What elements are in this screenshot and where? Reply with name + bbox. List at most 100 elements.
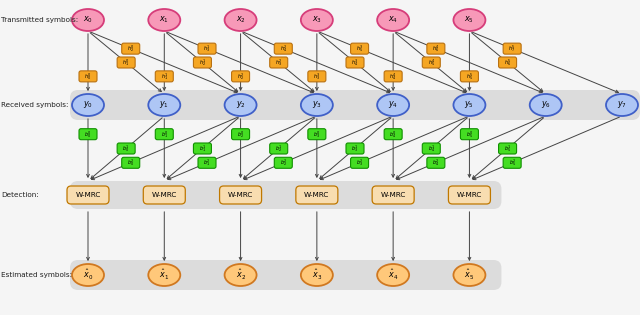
Text: $h_{6}^{4}$: $h_{6}^{4}$ [432, 43, 440, 54]
FancyBboxPatch shape [70, 90, 640, 120]
FancyBboxPatch shape [449, 186, 490, 204]
Text: W-MRC: W-MRC [76, 192, 100, 198]
Text: $\hat{x}_{5}$: $\hat{x}_{5}$ [465, 268, 474, 282]
FancyBboxPatch shape [346, 57, 364, 68]
FancyBboxPatch shape [275, 157, 292, 168]
Text: $b_{2}^{1}$: $b_{2}^{1}$ [275, 143, 282, 154]
FancyBboxPatch shape [269, 143, 288, 154]
Ellipse shape [377, 94, 409, 116]
Text: $b_{5}^{0}$: $b_{5}^{0}$ [466, 129, 473, 140]
FancyBboxPatch shape [122, 43, 140, 54]
FancyBboxPatch shape [67, 186, 109, 204]
Text: $b_{4}^{0}$: $b_{4}^{0}$ [389, 129, 397, 140]
FancyBboxPatch shape [79, 71, 97, 82]
Text: $y_4$: $y_4$ [388, 100, 398, 111]
Text: $h_{3}^{2}$: $h_{3}^{2}$ [275, 57, 282, 68]
Text: $\hat{x}_{4}$: $\hat{x}_{4}$ [388, 268, 398, 282]
FancyBboxPatch shape [220, 186, 262, 204]
FancyBboxPatch shape [198, 43, 216, 54]
Text: $b_{0}^{0}$: $b_{0}^{0}$ [84, 129, 92, 140]
Ellipse shape [453, 94, 485, 116]
Text: $x_4$: $x_4$ [388, 15, 398, 25]
Ellipse shape [148, 264, 180, 286]
Text: Detection:: Detection: [1, 192, 39, 198]
Text: $h_{2}^{1}$: $h_{2}^{1}$ [199, 57, 206, 68]
Text: $y_5$: $y_5$ [465, 100, 474, 111]
Text: $h_{2}^{0}$: $h_{2}^{0}$ [127, 43, 134, 54]
Ellipse shape [225, 264, 257, 286]
Ellipse shape [301, 264, 333, 286]
FancyBboxPatch shape [70, 181, 501, 209]
Ellipse shape [301, 9, 333, 31]
FancyBboxPatch shape [384, 71, 402, 82]
Text: $h_{4}^{2}$: $h_{4}^{2}$ [280, 43, 287, 54]
Text: $b_{2}^{2}$: $b_{2}^{2}$ [280, 158, 287, 168]
Text: $h_{6}^{5}$: $h_{6}^{5}$ [504, 57, 511, 68]
Text: $b_{3}^{1}$: $b_{3}^{1}$ [351, 143, 358, 154]
FancyBboxPatch shape [422, 57, 440, 68]
Text: $b_{3}^{2}$: $b_{3}^{2}$ [356, 158, 364, 168]
Text: $y_7$: $y_7$ [617, 100, 627, 111]
Text: $y_3$: $y_3$ [312, 100, 322, 111]
Text: $h_{3}^{1}$: $h_{3}^{1}$ [204, 43, 211, 54]
Text: $h_{7}^{5}$: $h_{7}^{5}$ [508, 43, 516, 54]
Text: W-MRC: W-MRC [228, 192, 253, 198]
Ellipse shape [606, 94, 638, 116]
FancyBboxPatch shape [427, 43, 445, 54]
FancyBboxPatch shape [269, 57, 288, 68]
FancyBboxPatch shape [503, 43, 521, 54]
Text: W-MRC: W-MRC [304, 192, 330, 198]
Text: $y_1$: $y_1$ [159, 100, 170, 111]
Text: $y_6$: $y_6$ [541, 100, 551, 111]
Ellipse shape [225, 94, 257, 116]
Text: $h_{4}^{3}$: $h_{4}^{3}$ [351, 57, 358, 68]
Text: $h_{1}^{1}$: $h_{1}^{1}$ [161, 71, 168, 82]
Text: $b_{1}^{2}$: $b_{1}^{2}$ [204, 158, 211, 168]
Text: $b_{4}^{2}$: $b_{4}^{2}$ [432, 158, 440, 168]
FancyBboxPatch shape [198, 157, 216, 168]
Text: $h_{5}^{4}$: $h_{5}^{4}$ [428, 57, 435, 68]
Ellipse shape [377, 9, 409, 31]
FancyBboxPatch shape [122, 157, 140, 168]
Text: Estimated symbols:: Estimated symbols: [1, 272, 72, 278]
Text: $h_{4}^{4}$: $h_{4}^{4}$ [390, 71, 397, 82]
FancyBboxPatch shape [117, 57, 135, 68]
Ellipse shape [72, 264, 104, 286]
Text: $b_{3}^{0}$: $b_{3}^{0}$ [313, 129, 321, 140]
Text: $h_{5}^{5}$: $h_{5}^{5}$ [466, 71, 473, 82]
FancyBboxPatch shape [503, 157, 521, 168]
FancyBboxPatch shape [427, 157, 445, 168]
Text: $b_{1}^{1}$: $b_{1}^{1}$ [199, 143, 206, 154]
FancyBboxPatch shape [193, 57, 211, 68]
FancyBboxPatch shape [460, 129, 479, 140]
Text: $b_{0}^{1}$: $b_{0}^{1}$ [122, 143, 130, 154]
Text: $b_{5}^{2}$: $b_{5}^{2}$ [509, 158, 516, 168]
Text: $x_0$: $x_0$ [83, 15, 93, 25]
Ellipse shape [72, 94, 104, 116]
Text: $b_{0}^{2}$: $b_{0}^{2}$ [127, 158, 134, 168]
FancyBboxPatch shape [384, 129, 402, 140]
Text: $b_{5}^{1}$: $b_{5}^{1}$ [504, 143, 511, 154]
FancyBboxPatch shape [70, 260, 501, 290]
FancyBboxPatch shape [372, 186, 414, 204]
Text: $x_1$: $x_1$ [159, 15, 170, 25]
Ellipse shape [453, 9, 485, 31]
Text: $h_{5}^{3}$: $h_{5}^{3}$ [356, 43, 364, 54]
FancyBboxPatch shape [346, 143, 364, 154]
FancyBboxPatch shape [296, 186, 338, 204]
FancyBboxPatch shape [232, 129, 250, 140]
Text: $b_{2}^{0}$: $b_{2}^{0}$ [237, 129, 244, 140]
Text: Received symbols:: Received symbols: [1, 102, 68, 108]
Text: $h_{2}^{2}$: $h_{2}^{2}$ [237, 71, 244, 82]
Text: W-MRC: W-MRC [152, 192, 177, 198]
Text: $h_{3}^{3}$: $h_{3}^{3}$ [313, 71, 321, 82]
FancyBboxPatch shape [156, 71, 173, 82]
FancyBboxPatch shape [79, 129, 97, 140]
Text: Transmitted symbols:: Transmitted symbols: [1, 17, 78, 23]
Ellipse shape [530, 94, 562, 116]
Ellipse shape [72, 9, 104, 31]
Text: $\hat{x}_{2}$: $\hat{x}_{2}$ [236, 268, 246, 282]
Ellipse shape [225, 9, 257, 31]
FancyBboxPatch shape [460, 71, 479, 82]
FancyBboxPatch shape [351, 157, 369, 168]
